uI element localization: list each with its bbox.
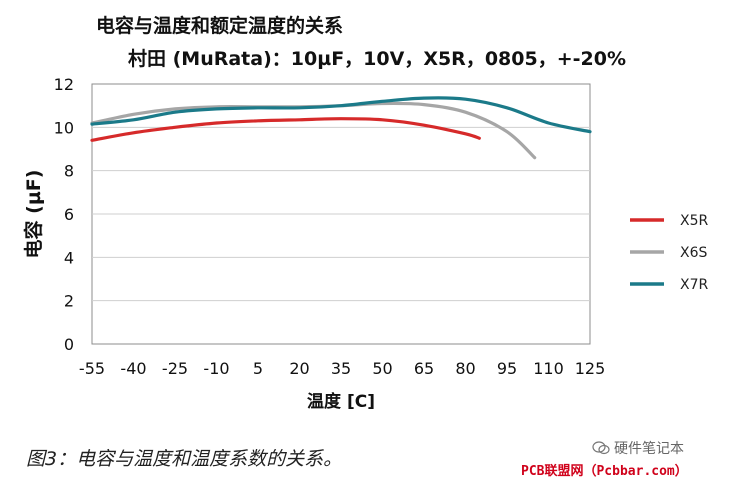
y-tick-label: 8 [64,162,74,181]
y-tick-label: 10 [54,118,74,137]
y-axis-label: 电容 (µF) [22,170,45,259]
series-line-x5r [90,117,481,142]
y-tick-label: 4 [64,248,74,267]
x-tick-label: -40 [120,359,146,378]
legend-label-x6s: X6S [680,245,707,261]
x-tick-label: 50 [372,359,392,378]
x-tick-label: 65 [414,359,434,378]
x-tick-label: 110 [533,359,564,378]
y-tick-label: 2 [64,292,74,311]
wechat-icon [592,441,610,455]
y-tick-label: 0 [64,335,74,354]
x-tick-label: 5 [253,359,263,378]
legend-label-x7r: X7R [680,277,708,293]
x-tick-label: 125 [575,359,606,378]
y-tick-label: 12 [54,75,74,94]
site-credit: PCB联盟网（Pcbbar.com） [521,464,688,479]
chart-subtitle: 村田 (MuRata)：10µF，10V，X5R，0805，+-20% [128,48,626,70]
chart-title: 电容与温度和额定温度的关系 [96,15,344,37]
x-tick-label: 95 [497,359,517,378]
x-axis-label: 温度 [C] [307,391,375,412]
y-tick-label: 6 [64,205,74,224]
x-tick-label: -25 [162,359,188,378]
x-tick-label: -55 [79,359,105,378]
x-tick-label: 35 [331,359,351,378]
series-line-x7r [90,96,592,134]
legend-label-x5r: X5R [680,213,708,229]
x-tick-label: 20 [289,359,309,378]
x-tick-label: 80 [455,359,475,378]
figure-caption: 图3：电容与温度和温度系数的关系。 [26,448,343,470]
watermark: 硬件笔记本 [592,438,684,458]
x-tick-label: -10 [203,359,229,378]
watermark-text: 硬件笔记本 [614,441,684,457]
